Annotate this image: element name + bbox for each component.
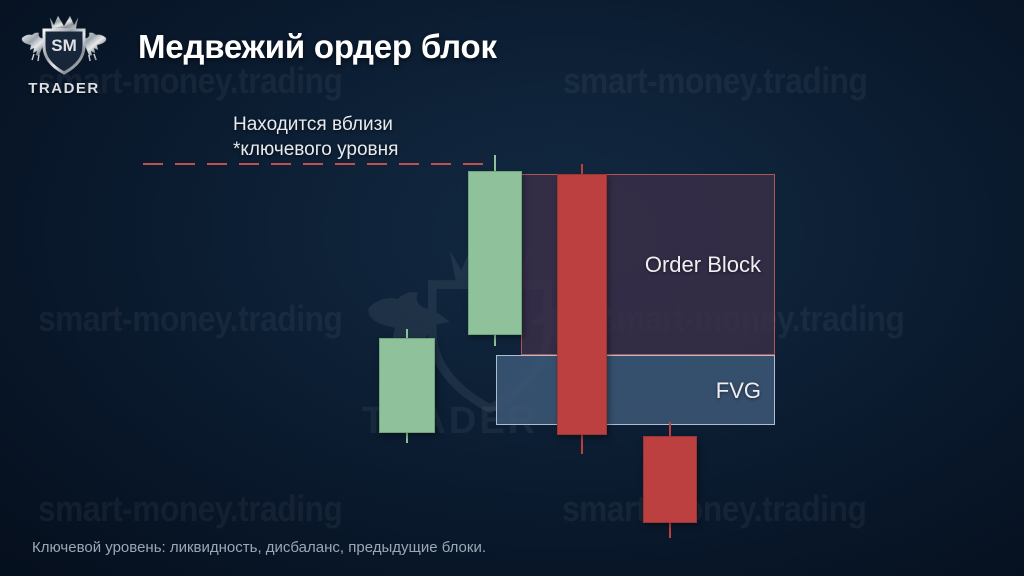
svg-text:SM: SM [51, 36, 77, 55]
